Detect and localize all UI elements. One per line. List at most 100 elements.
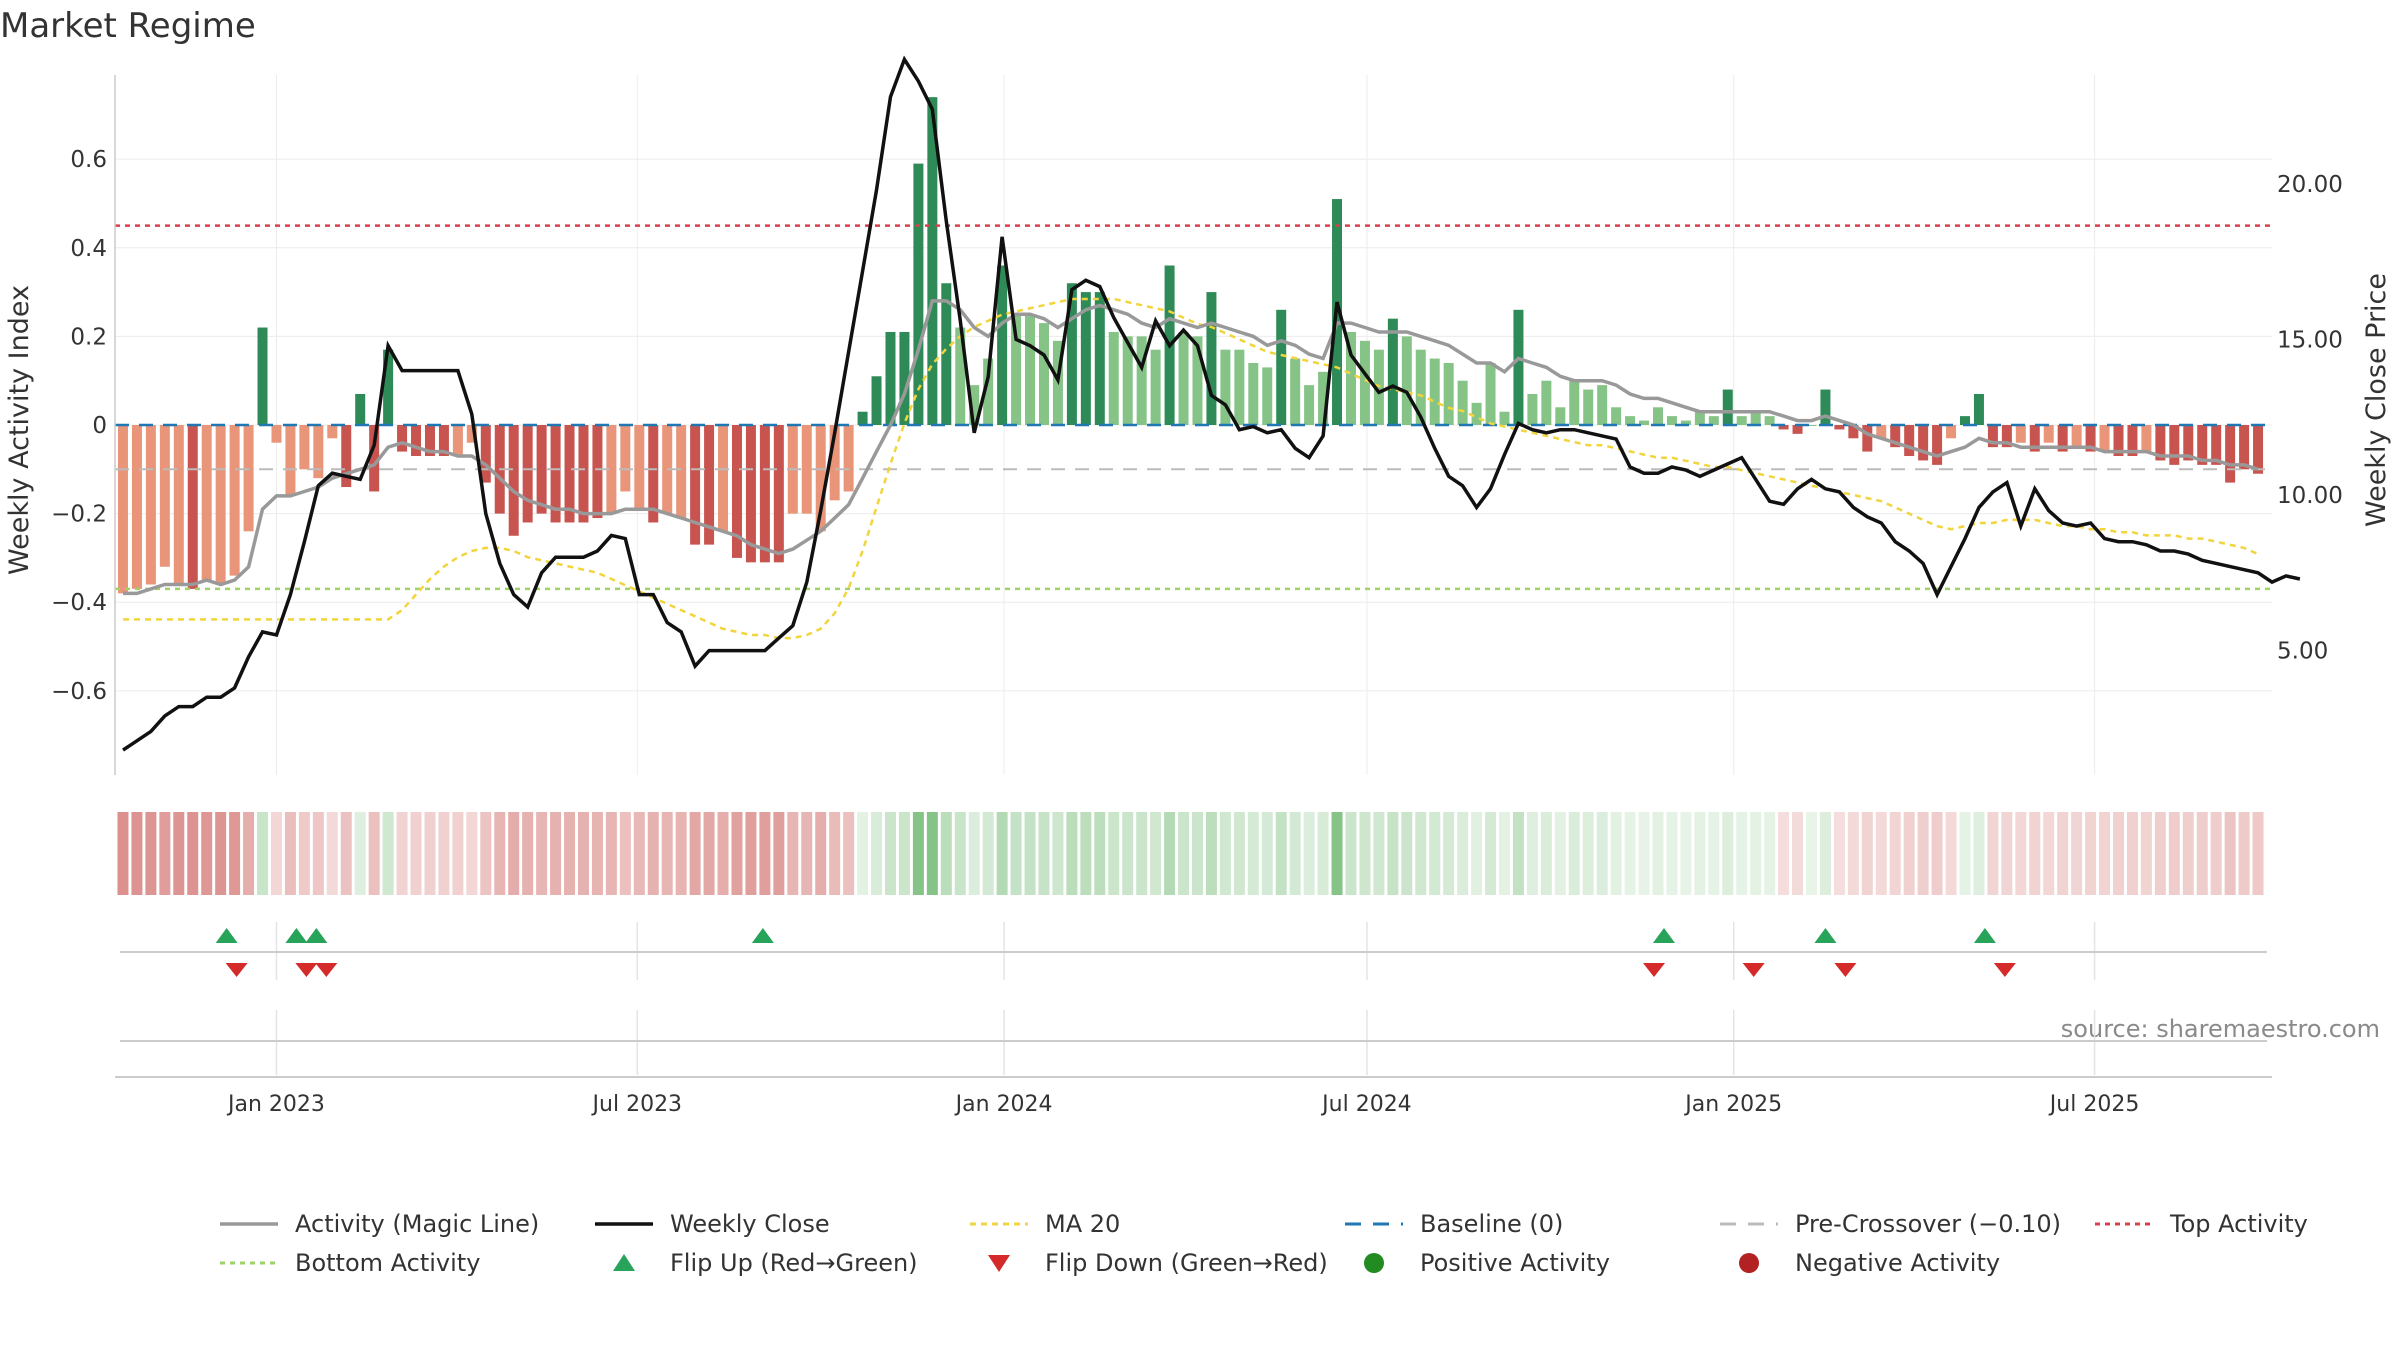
activity-bar [1918,425,1929,461]
activity-bar [215,425,226,585]
activity-bar [1639,420,1650,425]
activity-bar [2085,425,2096,452]
strip-cell [2099,812,2111,895]
y2-tick-label: 5.00 [2277,639,2328,665]
activity-bar [131,425,142,589]
strip-cell [1024,812,1036,895]
activity-bar [173,425,184,585]
activity-bar [1652,407,1663,425]
y2-tick-label: 15.00 [2277,327,2343,353]
strip-cell [1624,812,1636,895]
activity-bar [397,425,408,452]
x-tick-label: Jan 2024 [954,1092,1053,1117]
strip-cell [661,812,673,895]
activity-bar [508,425,519,536]
activity-bar [1904,425,1915,457]
strip-cell [1164,812,1176,895]
flip-down-marker [295,963,318,977]
strip-cell [2196,812,2208,895]
y-tick-label: 0.2 [70,324,107,350]
strip-cell [410,812,422,895]
activity-bar [1304,385,1315,425]
strip-cell [1540,812,1552,895]
activity-bar [438,425,449,457]
strip-cell [787,812,799,895]
legend-label: Positive Activity [1420,1249,1610,1277]
strip-cell [1038,812,1050,895]
strip-cell [1233,812,1245,895]
chart-title: Market Regime [0,6,256,46]
activity-bar [1206,292,1217,425]
activity-bar [759,425,770,563]
strip-cell [1178,812,1190,895]
activity-bars [117,97,2264,594]
flip-down-marker [315,963,338,977]
strip-cell [1792,812,1804,895]
activity-bar [2225,425,2236,483]
strip-cell [1610,812,1622,895]
y-tick-label: −0.6 [51,679,107,705]
strip-cell [354,812,366,895]
activity-bar [1541,380,1552,425]
activity-bar [341,425,352,488]
activity-bar [1806,425,1817,426]
activity-bar [1485,362,1496,425]
strip-cell [1289,812,1301,895]
strip-cell [1205,812,1217,895]
strip-cell [1345,812,1357,895]
y-tick-label: −0.4 [51,590,107,616]
legend-label: Top Activity [2169,1210,2308,1238]
strip-cell [1512,812,1524,895]
activity-bar [2127,425,2138,457]
activity-bar [2113,425,2124,457]
activity-bar [857,411,868,425]
activity-bar [117,425,128,594]
activity-bar [1876,425,1887,439]
strip-cell [312,812,324,895]
activity-bar [2253,425,2264,474]
flip-up-marker [1973,928,1996,943]
activity-bar [229,425,240,576]
flip-markers [120,928,2267,1042]
activity-bar [983,358,994,425]
strip-cell [564,812,576,895]
strip-cell [619,812,631,895]
legend-label: Flip Up (Red→Green) [670,1249,918,1277]
legend-label: Negative Activity [1795,1249,2000,1277]
strip-cell [2043,812,2055,895]
activity-bar [1471,402,1482,425]
activity-bar [704,425,715,545]
strip-cell [1596,812,1608,895]
activity-bar [1722,389,1733,425]
strip-cell [689,812,701,895]
activity-bar [1345,331,1356,425]
strip-cell [284,812,296,895]
legend-swatch-negdot [1739,1253,1759,1273]
activity-bar [1457,380,1468,425]
activity-bar [592,425,603,519]
legend-label: Baseline (0) [1420,1210,1563,1238]
activity-bar [773,425,784,563]
strip-cell [898,812,910,895]
flip-up-marker [1652,928,1675,943]
activity-bar [606,425,617,514]
strip-cell [452,812,464,895]
activity-bar [452,425,463,457]
strip-cell [522,812,534,895]
strip-cell [201,812,213,895]
activity-bar [201,425,212,581]
flip-down-marker [1742,963,1765,977]
activity-bar [424,425,435,457]
activity-bar [718,425,729,532]
strip-cell [1903,812,1915,895]
activity-bar [2169,425,2180,465]
activity-bar [1276,309,1287,425]
strip-cell [1847,812,1859,895]
activity-bar [1011,314,1022,425]
legend-label: Pre-Crossover (−0.10) [1795,1210,2061,1238]
strip-cell [466,812,478,895]
strip-cell [717,812,729,895]
strip-cell [159,812,171,895]
strip-cell [2071,812,2083,895]
